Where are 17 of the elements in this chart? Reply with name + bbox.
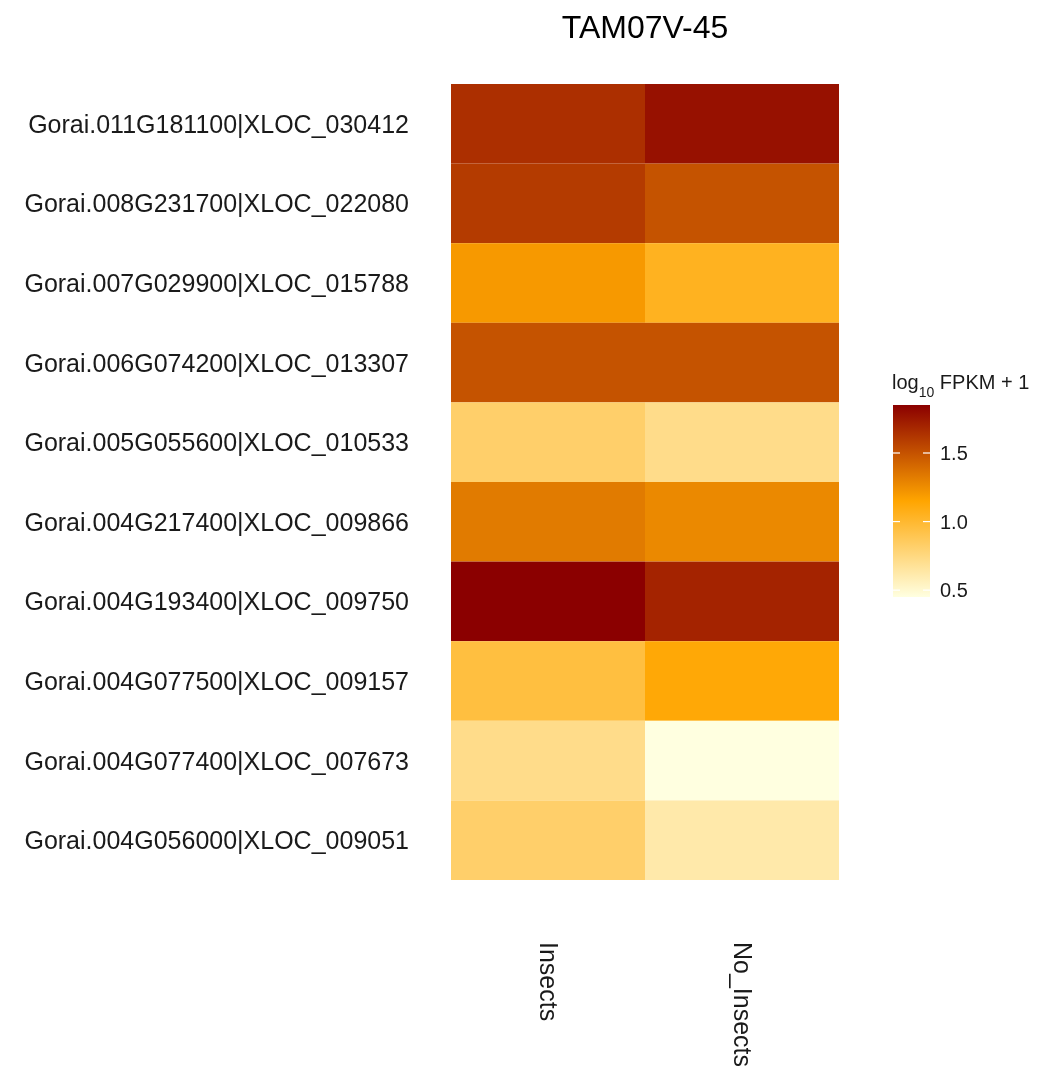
- y-tick-label: Gorai.004G217400|XLOC_009866: [24, 507, 409, 536]
- chart-title: TAM07V-45: [561, 9, 729, 45]
- color-bar-label: 1.5: [940, 442, 968, 464]
- y-tick-label: Gorai.007G029900|XLOC_015788: [24, 269, 409, 297]
- y-tick-label: Gorai.004G193400|XLOC_009750: [24, 587, 409, 616]
- y-tick-label: Gorai.006G074200|XLOC_013307: [24, 348, 409, 377]
- y-tick-label: Gorai.004G056000|XLOC_009051: [24, 826, 409, 855]
- x-tick-label: Insects: [535, 942, 563, 1022]
- y-tick-label: Gorai.011G181100|XLOC_030412: [28, 109, 409, 138]
- y-tick-label: Gorai.004G077400|XLOC_007673: [24, 746, 409, 775]
- color-bar-title: log$_{10}$ FPKM + 1: [892, 371, 1030, 400]
- y-tick-label: Gorai.005G055600|XLOC_010533: [24, 428, 409, 457]
- color-bar-label: 0.5: [940, 579, 968, 602]
- y-tick-label: Gorai.004G077500|XLOC_009157: [24, 667, 409, 695]
- y-tick-label: Gorai.008G231700|XLOC_022080: [24, 189, 409, 218]
- color-bar-label: 1.0: [940, 510, 968, 533]
- x-tick-label: No_Insects: [729, 942, 757, 1068]
